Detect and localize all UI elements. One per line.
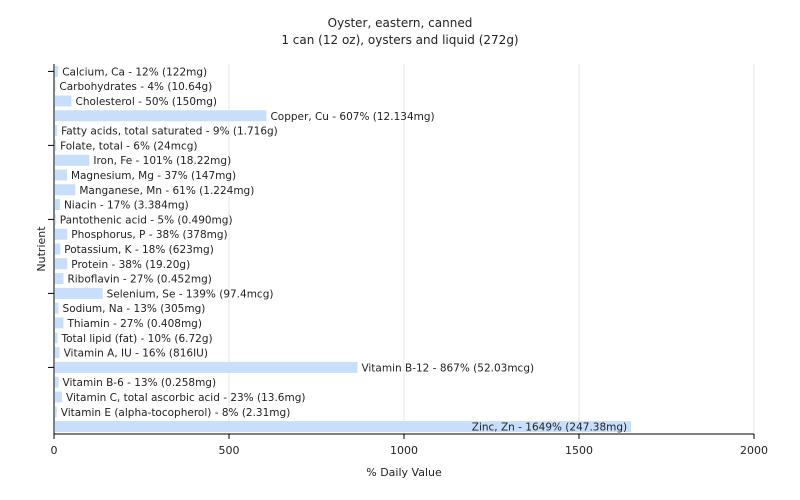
bar [55, 287, 103, 299]
bar-label: Cholesterol - 50% (150mg) [76, 96, 218, 108]
bar [55, 302, 59, 314]
bar-label: Phosphorus, P - 38% (378mg) [71, 229, 227, 241]
bar-label: Iron, Fe - 101% (18.22mg) [93, 155, 231, 167]
bar [55, 421, 632, 433]
bar [55, 95, 72, 107]
bar [55, 184, 76, 196]
bar-label: Niacin - 17% (3.384mg) [64, 200, 189, 212]
bar-label: Vitamin A, IU - 16% (816IU) [64, 348, 208, 360]
bar [55, 65, 59, 77]
bar-label: Vitamin E (alpha-tocopherol) - 8% (2.31m… [61, 407, 290, 419]
bar [55, 243, 61, 255]
bar-label: Potassium, K - 18% (623mg) [64, 244, 214, 256]
bar [55, 332, 58, 344]
bar [55, 391, 63, 403]
bar-label: Vitamin B-12 - 867% (52.03mcg) [361, 362, 534, 374]
bar-label: Selenium, Se - 139% (97.4mcg) [107, 288, 274, 300]
bar [55, 169, 67, 181]
x-tick-label: 500 [219, 444, 240, 457]
bar-label: Copper, Cu - 607% (12.134mg) [270, 111, 434, 123]
bar [55, 317, 64, 329]
bar [55, 125, 58, 137]
chart-subtitle: 1 can (12 oz), oysters and liquid (272g) [281, 33, 518, 47]
bar-label: Vitamin B-6 - 13% (0.258mg) [63, 377, 217, 389]
bar [55, 228, 68, 240]
bar [55, 213, 56, 225]
bar-label: Vitamin C, total ascorbic acid - 23% (13… [66, 392, 305, 404]
chart-title: Oyster, eastern, canned [328, 16, 473, 30]
bar-label: Fatty acids, total saturated - 9% (1.716… [61, 126, 278, 138]
bar [55, 273, 64, 285]
bar-label: Carbohydrates - 4% (10.64g) [59, 81, 212, 93]
bar [55, 154, 90, 166]
x-tick-label: 2000 [740, 444, 768, 457]
axes: 0 500 1000 1500 2000 [48, 64, 768, 457]
bar-label: Folate, total - 6% (24mcg) [60, 140, 197, 152]
bar [55, 110, 267, 122]
bar-label: Sodium, Na - 13% (305mg) [63, 303, 206, 315]
y-axis-label: Nutrient [35, 226, 48, 272]
bar [55, 376, 59, 388]
x-tick-label: 1500 [565, 444, 593, 457]
x-axis-label: % Daily Value [366, 466, 442, 479]
bar-label: Calcium, Ca - 12% (122mg) [62, 66, 207, 78]
bar [55, 406, 57, 418]
x-tick-label: 0 [51, 444, 58, 457]
bar-label: Thiamin - 27% (0.408mg) [66, 318, 202, 330]
bars: Calcium, Ca - 12% (122mg) Carbohydrates -… [55, 65, 632, 434]
bar-label: Riboflavin - 27% (0.452mg) [67, 274, 211, 286]
bar-label: Zinc, Zn - 1649% (247.38mg) [472, 422, 627, 434]
bar-label: Magnesium, Mg - 37% (147mg) [71, 170, 236, 182]
bar [55, 347, 60, 359]
bar-label: Pantothenic acid - 5% (0.490mg) [60, 214, 233, 226]
bar [55, 199, 60, 211]
bar-label: Protein - 38% (19.20g) [71, 259, 190, 271]
bar [55, 258, 68, 270]
bar [55, 139, 57, 151]
bar-label: Manganese, Mn - 61% (1.224mg) [79, 185, 254, 197]
bar-label: Total lipid (fat) - 10% (6.72g) [61, 333, 213, 345]
bar [55, 361, 358, 373]
x-tick-label: 1000 [390, 444, 418, 457]
